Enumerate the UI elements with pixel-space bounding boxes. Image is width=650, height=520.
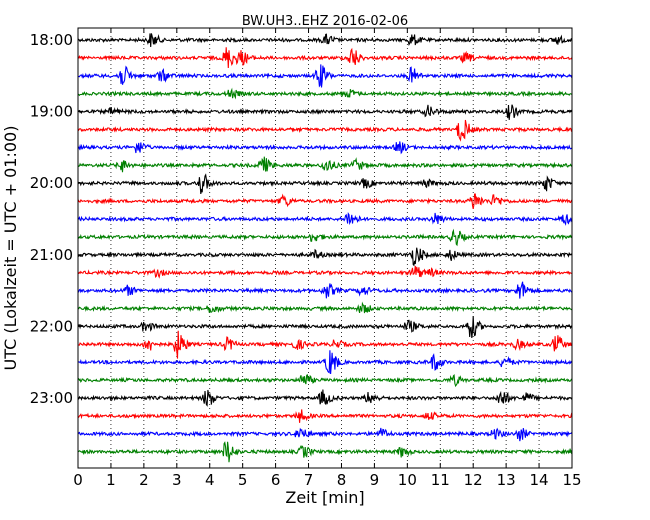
x-tick-label: 1 xyxy=(106,471,116,489)
x-tick-label: 4 xyxy=(205,471,215,489)
trace-row-19:45 xyxy=(77,156,572,173)
trace-row-21:15 xyxy=(77,265,573,279)
y-tick-label: 23:00 xyxy=(30,389,73,407)
y-tick-label: 22:00 xyxy=(30,317,73,335)
x-tick-label: 13 xyxy=(497,471,516,489)
trace-row-20:15 xyxy=(77,193,573,210)
trace-row-22:30 xyxy=(77,350,573,375)
trace-row-23:00 xyxy=(77,389,573,407)
x-tick-label: 6 xyxy=(271,471,281,489)
tick-group xyxy=(77,28,573,468)
trace-row-23:45 xyxy=(77,441,573,463)
x-tick-label: 9 xyxy=(370,471,380,489)
x-tick-label: 7 xyxy=(304,471,314,489)
y-tick-label: 19:00 xyxy=(30,103,73,121)
trace-row-18:00 xyxy=(77,33,572,48)
x-tick-label: 10 xyxy=(398,471,417,489)
trace-row-22:45 xyxy=(77,373,573,388)
trace-row-18:15 xyxy=(77,47,573,69)
trace-row-22:00 xyxy=(77,316,573,339)
trace-row-18:30 xyxy=(77,64,573,88)
y-tick-label: 20:00 xyxy=(30,174,73,192)
trace-row-23:30 xyxy=(77,427,573,442)
x-tick-label: 2 xyxy=(139,471,149,489)
trace-row-19:00 xyxy=(77,104,573,120)
x-tick-label: 14 xyxy=(530,471,549,489)
trace-row-19:15 xyxy=(77,119,573,142)
y-tick-label: 18:00 xyxy=(30,31,73,49)
trace-row-21:30 xyxy=(77,281,573,299)
y-tick-label: 21:00 xyxy=(30,246,73,264)
x-tick-label: 3 xyxy=(172,471,182,489)
trace-row-22:15 xyxy=(77,330,573,359)
vertical-grid xyxy=(110,28,540,468)
x-tick-label: 8 xyxy=(337,471,347,489)
x-tick-label: 0 xyxy=(73,471,83,489)
y-tick-labels: 18:00 19:00 20:00 21:00 22:00 23:00 xyxy=(30,31,73,407)
trace-group xyxy=(77,33,573,463)
x-tick-labels: 0 1 2 3 4 5 6 7 8 9 10 11 12 13 14 15 xyxy=(73,471,581,489)
plot-frame xyxy=(77,27,573,469)
trace-row-19:30 xyxy=(77,141,573,155)
x-tick-label: 11 xyxy=(431,471,450,489)
x-tick-label: 5 xyxy=(238,471,248,489)
trace-row-20:30 xyxy=(77,211,573,226)
trace-row-20:00 xyxy=(77,173,573,194)
trace-row-21:00 xyxy=(77,247,573,267)
y-axis-label: UTC (Lokalzeit = UTC + 01:00) xyxy=(1,126,20,371)
trace-row-21:45 xyxy=(78,301,573,314)
chart-title: BW.UH3..EHZ 2016-02-06 xyxy=(242,14,408,29)
x-tick-label: 12 xyxy=(464,471,483,489)
trace-row-20:45 xyxy=(77,228,573,247)
trace-row-18:45 xyxy=(77,87,573,100)
x-tick-label: 15 xyxy=(562,471,581,489)
trace-row-23:15 xyxy=(77,409,573,423)
x-axis-label: Zeit [min] xyxy=(285,488,364,507)
